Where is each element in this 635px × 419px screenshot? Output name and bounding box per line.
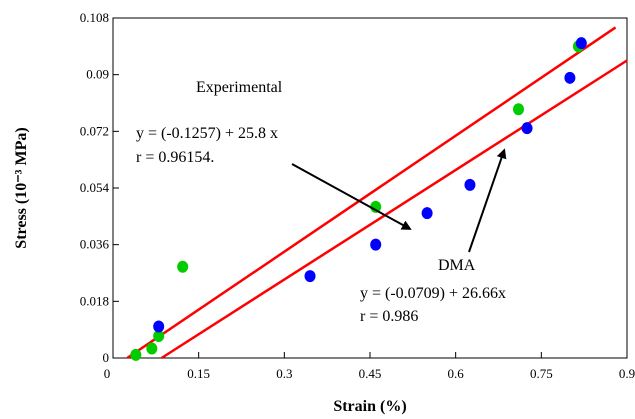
x-tick-label: 0.6 (448, 366, 465, 381)
axis-ticks: 0 0.15 0.3 0.45 0.6 0.75 0.9 0 0.018 0.036 0.054 0.… (80, 10, 635, 381)
fit-line-1 (126, 26, 617, 360)
x-axis-title: Strain (%) (333, 398, 406, 415)
annotation-text: Experimental (196, 79, 283, 96)
data-point-series-1 (370, 200, 382, 213)
y-tick-label: 0.108 (80, 10, 109, 25)
y-tick-label: 0.072 (80, 123, 109, 138)
data-point-series-1 (512, 103, 524, 116)
data-point-series-1 (130, 348, 142, 361)
fit-line-2 (160, 59, 628, 360)
data-point-series-1 (153, 329, 165, 342)
annotation-text: r = 0.986 (360, 308, 418, 325)
data-point-series-2 (421, 207, 433, 220)
data-point-series-1 (177, 260, 189, 273)
fit-lines (126, 26, 628, 360)
x-tick-label: 0.3 (276, 366, 292, 381)
y-tick-label: 0.09 (86, 67, 109, 82)
x-tick-label: 0 (104, 366, 111, 381)
data-point-series-2 (153, 320, 165, 333)
data-point-series-2 (464, 178, 476, 191)
x-tick-label: 0.45 (359, 366, 382, 381)
x-tick-label: 0.15 (187, 366, 210, 381)
annotation-arrow (468, 148, 507, 253)
annotation-arrow (291, 163, 412, 230)
data-point-series-1 (146, 342, 158, 355)
y-tick-label: 0 (103, 350, 110, 365)
x-tick-label: 0.9 (619, 366, 635, 381)
annotation-text: y = (-0.0709) + 26.66x (360, 285, 506, 302)
y-axis-title: Stress (10⁻³ MPa) (13, 127, 30, 248)
data-point-series-2 (370, 238, 382, 251)
y-tick-label: 0.018 (80, 293, 109, 308)
annotations: Experimental y = (-0.1257) + 25.8 x r = 0.… (136, 79, 507, 325)
data-point-series-2 (304, 270, 316, 283)
annotation-text: y = (-0.1257) + 25.8 x (136, 125, 278, 142)
plot-area (112, 17, 628, 359)
y-tick-label: 0.054 (80, 180, 110, 195)
data-point-series-2 (564, 71, 576, 84)
data-point-series-2 (575, 37, 587, 50)
data-point-series-2 (521, 122, 533, 135)
x-tick-label: 0.75 (530, 366, 553, 381)
annotation-text: DMA (438, 257, 476, 274)
data-points (130, 37, 587, 361)
y-tick-label: 0.036 (80, 237, 110, 252)
annotation-text: r = 0.96154. (136, 149, 214, 166)
